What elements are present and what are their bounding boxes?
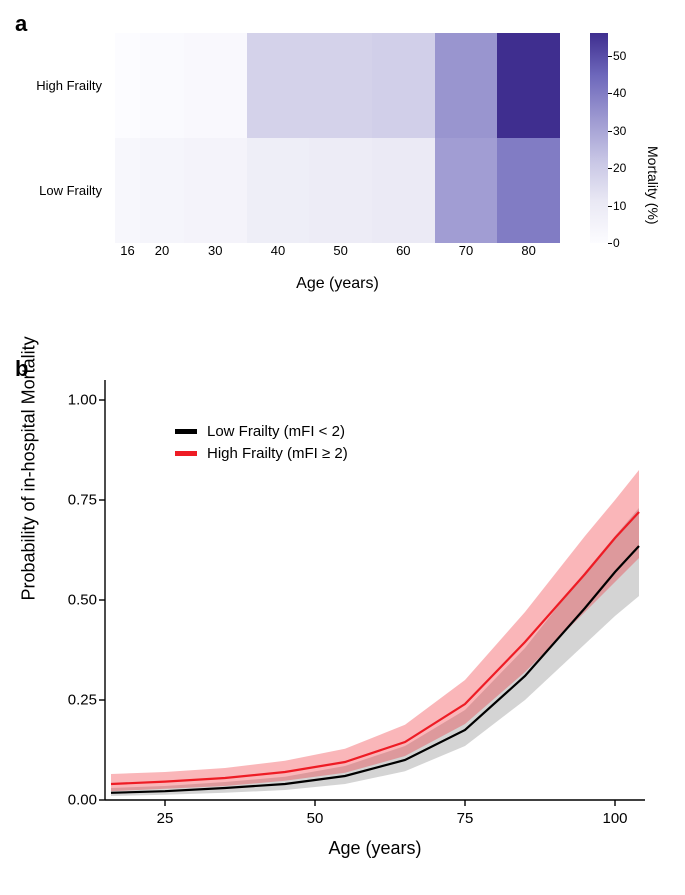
colorbar-tick: 50 [613, 49, 626, 63]
heatmap-cell [115, 33, 140, 138]
heatmap-xtick: 16 [120, 243, 134, 258]
panel-b-ylabel: Probability of in-hospital Mortality [19, 336, 40, 600]
legend-label: Low Frailty (mFI < 2) [207, 423, 345, 440]
panel-b-xlabel: Age (years) [105, 838, 645, 859]
colorbar-ticks: 01020304050 [613, 33, 643, 243]
heatmap-ylabel: Low Frailty [15, 183, 110, 198]
heatmap-xtick: 80 [521, 243, 535, 258]
heatmap-cell [372, 138, 435, 243]
colorbar-tick: 20 [613, 161, 626, 175]
panel-b-xtick: 50 [307, 810, 324, 827]
panel-b-ytick: 0.25 [47, 692, 97, 709]
heatmap-cell [140, 33, 184, 138]
legend-label: High Frailty (mFI ≥ 2) [207, 445, 348, 462]
panel-b-xtick: 75 [457, 810, 474, 827]
figure-container: a High Frailty Low Frailty 1620304050607… [15, 15, 670, 870]
colorbar-tick: 0 [613, 236, 620, 250]
heatmap-cell [140, 138, 184, 243]
colorbar-tick: 40 [613, 86, 626, 100]
panel-b: b Probability of in-hospital Mortality 0… [15, 360, 670, 870]
panel-b-ytick: 0.75 [47, 492, 97, 509]
colorbar [590, 33, 608, 243]
heatmap-xtick: 50 [333, 243, 347, 258]
heatmap-xtick: 40 [271, 243, 285, 258]
heatmap-row [115, 33, 560, 138]
heatmap-cell [309, 138, 372, 243]
heatmap-cell [497, 138, 560, 243]
heatmap-cell [435, 33, 498, 138]
heatmap-cell [115, 138, 140, 243]
heatmap-y-axis: High Frailty Low Frailty [15, 33, 110, 243]
panel-b-ytick: 1.00 [47, 392, 97, 409]
heatmap-xtick: 60 [396, 243, 410, 258]
heatmap-cell [184, 138, 247, 243]
heatmap-cell [372, 33, 435, 138]
legend: Low Frailty (mFI < 2) High Frailty (mFI … [175, 420, 348, 464]
colorbar-tick: 30 [613, 124, 626, 138]
heatmap-cell [184, 33, 247, 138]
legend-item-high: High Frailty (mFI ≥ 2) [175, 442, 348, 464]
heatmap-row [115, 138, 560, 243]
heatmap-x-ticks: 16 20 30 40 50 60 70 80 [115, 243, 560, 268]
heatmap-xtick: 30 [208, 243, 222, 258]
heatmap-cell [309, 33, 372, 138]
heatmap-cell [435, 138, 498, 243]
colorbar-tick: 10 [613, 199, 626, 213]
heatmap-xlabel: Age (years) [115, 275, 560, 293]
legend-swatch-icon [175, 429, 197, 434]
legend-swatch-icon [175, 451, 197, 456]
panel-b-xtick: 25 [157, 810, 174, 827]
heatmap-cell [497, 33, 560, 138]
heatmap-xtick: 70 [459, 243, 473, 258]
panel-b-ytick: 0.00 [47, 792, 97, 809]
heatmap-cell [247, 33, 310, 138]
heatmap-xtick: 20 [155, 243, 169, 258]
panel-b-ytick: 0.50 [47, 592, 97, 609]
colorbar-title: Mortality (%) [645, 146, 661, 225]
legend-item-low: Low Frailty (mFI < 2) [175, 420, 348, 442]
heatmap-cell [247, 138, 310, 243]
panel-b-xtick: 100 [602, 810, 627, 827]
panel-a: a High Frailty Low Frailty 1620304050607… [15, 15, 670, 325]
heatmap-ylabel: High Frailty [15, 78, 110, 93]
heatmap-plot [115, 33, 560, 243]
